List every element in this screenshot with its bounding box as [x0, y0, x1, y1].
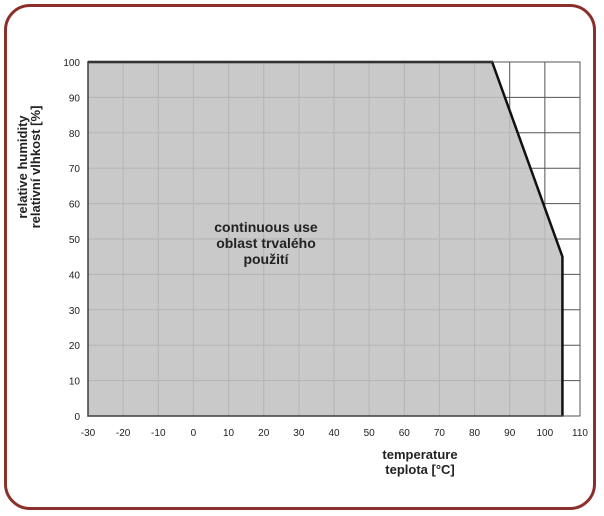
y-tick-label: 70 — [69, 164, 81, 175]
x-tick-label: 60 — [399, 428, 411, 439]
x-tick-label: 110 — [572, 428, 588, 439]
y-tick-label: 40 — [69, 270, 81, 281]
y-tick-label: 60 — [69, 200, 81, 211]
y-tick-label: 50 — [69, 235, 81, 246]
x-tick-label: 20 — [258, 428, 270, 439]
y-axis-ticks: 0 10 20 30 40 50 60 70 80 90 100 — [63, 58, 80, 423]
x-tick-label: 0 — [191, 428, 197, 439]
y-tick-label: 90 — [69, 93, 81, 104]
y-axis-label-line-1: relative humidity — [15, 115, 30, 219]
x-tick-label: -20 — [116, 428, 131, 439]
y-tick-label: 100 — [63, 58, 80, 69]
x-tick-label: 70 — [434, 428, 446, 439]
y-axis-label-line-2: relativní vlhkost [%] — [28, 106, 43, 229]
continuous-use-area — [87, 61, 564, 417]
x-tick-label: 40 — [328, 428, 340, 439]
x-tick-label: -10 — [151, 428, 166, 439]
x-axis-label-line-1: temperature — [382, 447, 457, 462]
x-tick-label: 30 — [293, 428, 305, 439]
x-axis-ticks: -30 -20 -10 0 10 20 30 40 50 60 70 80 90 100 110 — [81, 428, 589, 439]
annotation-line-2: oblast trvalého — [216, 235, 316, 251]
x-tick-label: 80 — [469, 428, 481, 439]
x-tick-label: -30 — [81, 428, 96, 439]
y-tick-label: 30 — [69, 306, 81, 317]
x-tick-label: 90 — [504, 428, 516, 439]
x-tick-label: 50 — [364, 428, 376, 439]
y-tick-label: 10 — [69, 377, 81, 388]
x-tick-label: 100 — [537, 428, 554, 439]
plot-border — [87, 61, 581, 417]
x-tick-label: 10 — [223, 428, 235, 439]
y-tick-label: 0 — [74, 412, 80, 423]
y-tick-label: 20 — [69, 341, 81, 352]
x-axis-label-line-2: teplota [°C] — [385, 462, 454, 477]
annotation-line-3: použití — [243, 251, 289, 267]
y-tick-label: 80 — [69, 129, 81, 140]
annotation-line-1: continuous use — [214, 219, 318, 235]
